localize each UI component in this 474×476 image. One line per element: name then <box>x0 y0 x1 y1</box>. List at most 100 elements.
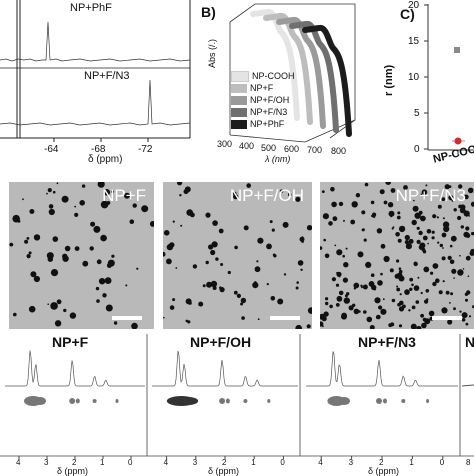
nanoparticle <box>111 255 114 258</box>
nanoparticle <box>447 319 452 324</box>
nanoparticle <box>102 293 106 297</box>
nanoparticle <box>421 292 423 294</box>
nanoparticle <box>405 235 410 240</box>
tick-label: 10 <box>408 72 419 83</box>
axis-label-x: δ (ppm) <box>368 466 399 476</box>
nanoparticle <box>341 313 347 319</box>
nanoparticle <box>412 220 417 225</box>
nanoparticle <box>186 209 193 216</box>
nanoparticle <box>169 242 174 247</box>
nmr-contour <box>116 399 119 403</box>
nanoparticle <box>389 211 395 217</box>
scale-bar <box>432 316 462 320</box>
nanoparticle <box>210 250 215 255</box>
panel-a-plot <box>0 0 195 165</box>
tick-label: -64 <box>44 144 58 155</box>
nanoparticle <box>388 323 392 327</box>
nanoparticle <box>420 216 426 222</box>
legend-swatch <box>231 96 247 105</box>
nanoparticle <box>296 287 299 290</box>
nanoparticle <box>454 208 457 211</box>
nanoparticle <box>27 254 31 258</box>
nanoparticle <box>361 286 363 288</box>
nanoparticle <box>29 251 32 254</box>
nanoparticle <box>350 220 355 225</box>
nanoparticle <box>336 249 342 255</box>
nanoparticle <box>27 237 30 240</box>
nanoparticle <box>411 284 414 287</box>
axis-label-y: r (nm) <box>383 65 395 96</box>
nanoparticle <box>22 198 24 200</box>
legend-label: NP+F/OH <box>250 95 289 105</box>
nanoparticle <box>79 200 85 206</box>
nanoparticle <box>354 287 356 289</box>
nanoparticle <box>414 262 418 266</box>
nanoparticle <box>339 291 344 296</box>
tick-label: 1 <box>100 458 104 467</box>
nanoparticle <box>411 324 417 329</box>
legend-swatch <box>231 84 247 93</box>
nanoparticle <box>466 256 471 261</box>
axis-label-y-text: Abs ( <box>207 47 217 68</box>
nanoparticle <box>402 305 406 309</box>
nanoparticle <box>323 239 326 242</box>
tick-label: 3 <box>44 458 48 467</box>
axis-label-x: δ (ppm) <box>88 154 122 165</box>
nanoparticle <box>362 229 365 232</box>
nanoparticle <box>346 292 349 295</box>
nanoparticle <box>325 297 328 300</box>
tick-label: 0 <box>280 458 284 467</box>
nanoparticle <box>377 280 383 286</box>
nanoparticle <box>185 186 191 192</box>
nanoparticle <box>384 256 390 262</box>
nanoparticle <box>420 314 424 318</box>
nanoparticle <box>323 311 328 316</box>
nanoparticle <box>442 247 444 249</box>
tem-label: NP+F <box>102 186 146 206</box>
tem-label: NP+F/N3 <box>396 186 466 206</box>
nanoparticle <box>390 268 394 272</box>
nanoparticle <box>105 277 112 284</box>
nanoparticle <box>74 213 78 217</box>
nanoparticle <box>100 235 107 242</box>
nanoparticle <box>377 228 382 233</box>
nanoparticle <box>465 299 468 302</box>
scale-bar <box>112 316 142 320</box>
axis-label-y-suffix: /.) <box>207 39 217 47</box>
nanoparticle <box>378 305 382 309</box>
nanoparticle <box>175 267 177 269</box>
panel-b: B) Abs (/.) NP-COOH NP+F NP+F/OH NP+F/N3… <box>195 0 370 168</box>
tem-image-f-oh: NP+F/OH <box>163 182 312 329</box>
axis-label-x: δ (ppm) <box>57 466 88 476</box>
nanoparticle <box>49 209 55 215</box>
nanoparticle <box>82 184 85 187</box>
nanoparticle <box>427 243 429 245</box>
nanoparticle <box>365 183 369 187</box>
nanoparticle <box>114 321 117 324</box>
tick-label: 3 <box>193 458 197 467</box>
nanoparticle <box>381 244 386 249</box>
nanoparticle <box>163 317 165 319</box>
nmr-title: N <box>465 334 474 350</box>
nanoparticle <box>408 309 410 311</box>
nanoparticle <box>277 299 283 305</box>
tick-label: 700 <box>307 145 322 155</box>
tick-label: 15 <box>408 36 419 47</box>
tick-label: 400 <box>239 141 254 151</box>
nanoparticle <box>234 291 238 295</box>
nanoparticle <box>358 310 361 313</box>
nanoparticle <box>430 272 433 275</box>
nanoparticle <box>241 298 246 303</box>
nanoparticle <box>457 269 463 275</box>
nanoparticle <box>48 188 52 192</box>
nanoparticle <box>399 267 402 270</box>
nanoparticle <box>267 283 269 285</box>
nmr-contour <box>219 398 225 404</box>
nanoparticle <box>374 297 380 303</box>
nanoparticle <box>53 236 59 242</box>
nanoparticle <box>432 214 436 218</box>
tick-label: 5 <box>414 108 420 119</box>
nanoparticle <box>328 221 333 226</box>
nanoparticle <box>136 268 138 270</box>
tick-label: 300 <box>217 139 232 149</box>
